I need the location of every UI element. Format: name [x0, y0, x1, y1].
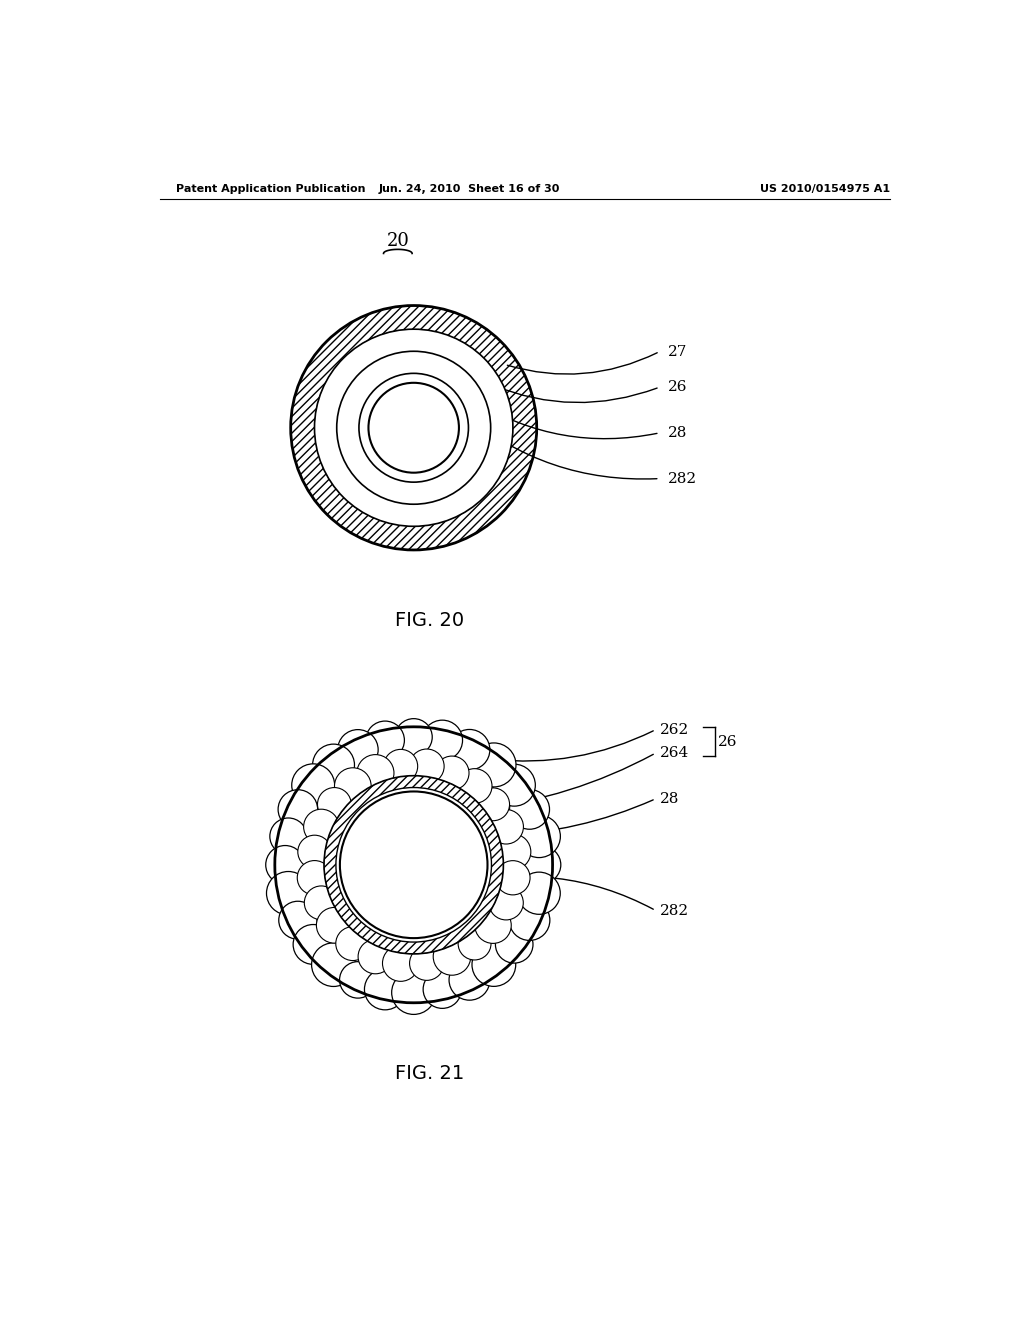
Ellipse shape: [304, 886, 338, 920]
Ellipse shape: [312, 744, 354, 785]
Text: 264: 264: [659, 746, 689, 760]
Ellipse shape: [450, 730, 489, 770]
Ellipse shape: [324, 776, 504, 954]
Text: FIG. 20: FIG. 20: [395, 611, 464, 631]
Text: US 2010/0154975 A1: US 2010/0154975 A1: [760, 183, 890, 194]
Ellipse shape: [510, 789, 550, 829]
Ellipse shape: [410, 748, 444, 784]
Text: 28: 28: [659, 792, 679, 805]
Ellipse shape: [450, 960, 489, 1001]
Ellipse shape: [433, 939, 471, 975]
Ellipse shape: [391, 970, 436, 1014]
Ellipse shape: [357, 755, 394, 792]
Ellipse shape: [314, 329, 513, 527]
Ellipse shape: [358, 940, 393, 974]
Text: 282: 282: [659, 903, 689, 917]
Ellipse shape: [291, 305, 537, 550]
Ellipse shape: [496, 925, 532, 964]
Ellipse shape: [488, 809, 523, 843]
Ellipse shape: [324, 776, 504, 954]
Ellipse shape: [266, 846, 304, 884]
Ellipse shape: [266, 871, 310, 915]
Text: 28: 28: [668, 426, 687, 440]
Ellipse shape: [337, 351, 490, 504]
Ellipse shape: [335, 768, 371, 804]
Text: Patent Application Publication: Patent Application Publication: [176, 183, 366, 194]
Ellipse shape: [338, 730, 378, 770]
Ellipse shape: [274, 727, 553, 1003]
Ellipse shape: [337, 351, 490, 504]
Ellipse shape: [495, 834, 530, 870]
Text: 20: 20: [386, 232, 410, 249]
Ellipse shape: [475, 907, 511, 944]
Ellipse shape: [340, 792, 487, 939]
Ellipse shape: [365, 969, 406, 1010]
Text: 282: 282: [668, 471, 696, 486]
Ellipse shape: [336, 788, 492, 942]
Ellipse shape: [317, 788, 351, 821]
Ellipse shape: [304, 809, 339, 845]
Text: 26: 26: [668, 380, 687, 395]
Ellipse shape: [274, 727, 553, 1003]
Text: FIG. 21: FIG. 21: [395, 1064, 464, 1082]
Ellipse shape: [297, 861, 332, 895]
Ellipse shape: [410, 946, 444, 981]
Ellipse shape: [366, 721, 404, 759]
Ellipse shape: [435, 756, 469, 789]
Ellipse shape: [279, 789, 317, 829]
Ellipse shape: [336, 927, 370, 961]
Ellipse shape: [369, 383, 459, 473]
Ellipse shape: [314, 329, 513, 527]
Ellipse shape: [518, 873, 560, 915]
Ellipse shape: [423, 970, 462, 1008]
Ellipse shape: [298, 836, 332, 869]
Ellipse shape: [270, 818, 307, 855]
Ellipse shape: [395, 718, 432, 755]
Ellipse shape: [316, 907, 352, 942]
Ellipse shape: [293, 924, 333, 965]
Ellipse shape: [311, 942, 355, 986]
Ellipse shape: [359, 374, 468, 482]
Ellipse shape: [472, 942, 516, 986]
Text: 26: 26: [718, 735, 737, 748]
Ellipse shape: [476, 788, 510, 821]
Ellipse shape: [384, 750, 418, 783]
Text: 27: 27: [668, 345, 687, 359]
Ellipse shape: [472, 743, 516, 787]
Text: Jun. 24, 2010  Sheet 16 of 30: Jun. 24, 2010 Sheet 16 of 30: [379, 183, 560, 194]
Ellipse shape: [496, 861, 530, 895]
Ellipse shape: [336, 788, 492, 942]
Ellipse shape: [509, 900, 550, 940]
Ellipse shape: [494, 764, 536, 807]
Text: 262: 262: [659, 722, 689, 737]
Ellipse shape: [457, 768, 492, 804]
Ellipse shape: [340, 962, 376, 998]
Ellipse shape: [383, 945, 419, 981]
Ellipse shape: [488, 886, 523, 920]
Ellipse shape: [458, 927, 492, 960]
Ellipse shape: [279, 902, 317, 940]
Ellipse shape: [518, 816, 560, 858]
Ellipse shape: [422, 721, 463, 760]
Ellipse shape: [359, 374, 468, 482]
Ellipse shape: [523, 846, 561, 883]
Ellipse shape: [292, 764, 335, 807]
